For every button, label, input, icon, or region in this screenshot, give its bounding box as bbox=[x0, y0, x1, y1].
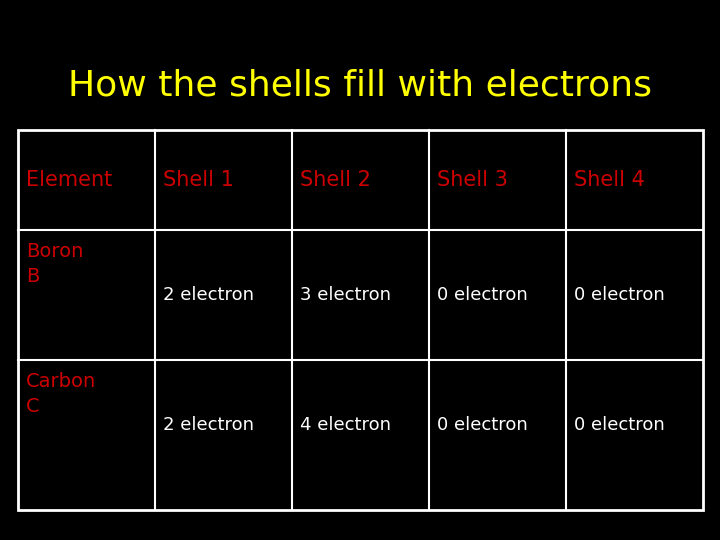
Text: Shell 1: Shell 1 bbox=[163, 170, 234, 190]
Text: Shell 4: Shell 4 bbox=[574, 170, 645, 190]
Text: 0 electron: 0 electron bbox=[437, 416, 528, 434]
Text: Boron
B: Boron B bbox=[26, 242, 84, 286]
Text: 3 electron: 3 electron bbox=[300, 286, 391, 304]
Text: 0 electron: 0 electron bbox=[574, 416, 665, 434]
Text: Shell 2: Shell 2 bbox=[300, 170, 371, 190]
Text: Shell 3: Shell 3 bbox=[437, 170, 508, 190]
Bar bbox=[18, 130, 703, 510]
Text: How the shells fill with electrons: How the shells fill with electrons bbox=[68, 68, 652, 102]
Text: 2 electron: 2 electron bbox=[163, 416, 254, 434]
Text: 2 electron: 2 electron bbox=[163, 286, 254, 304]
Text: 0 electron: 0 electron bbox=[574, 286, 665, 304]
Text: 4 electron: 4 electron bbox=[300, 416, 391, 434]
Text: Carbon
C: Carbon C bbox=[26, 372, 96, 416]
Text: 0 electron: 0 electron bbox=[437, 286, 528, 304]
Text: Element: Element bbox=[26, 170, 112, 190]
